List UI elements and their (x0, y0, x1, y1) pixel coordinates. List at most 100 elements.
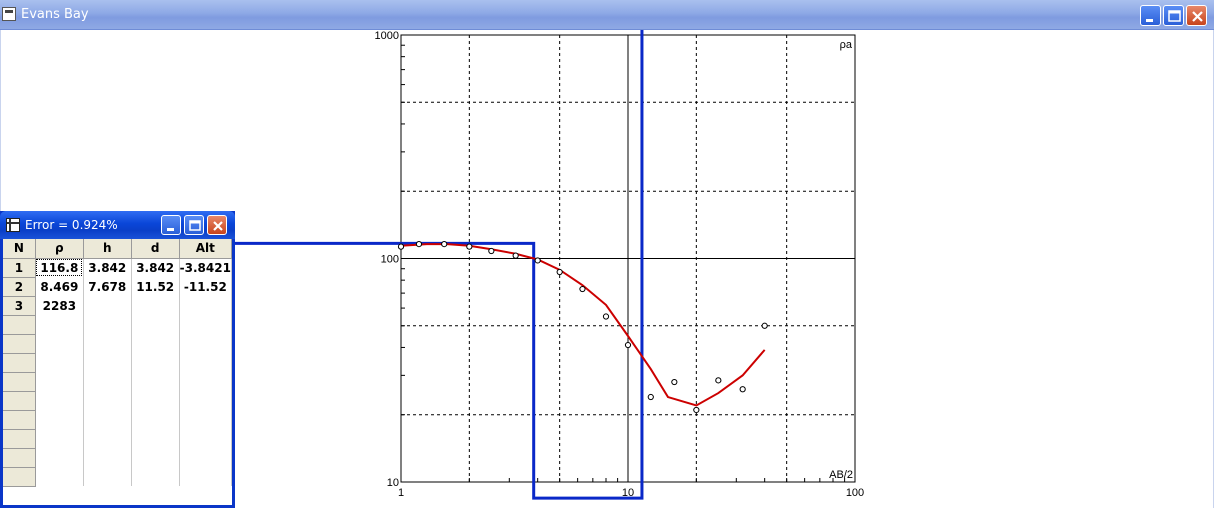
table-cell[interactable] (131, 296, 180, 315)
data-point[interactable] (512, 252, 519, 259)
table-row[interactable]: 2 8.469 7.678 11.52 -11.52 (3, 277, 232, 297)
minimize-button[interactable] (1140, 5, 1161, 26)
row-number-cell[interactable] (3, 410, 36, 430)
table-row[interactable] (3, 410, 232, 430)
data-point[interactable] (624, 341, 632, 349)
table-cell[interactable]: 11.52 (131, 277, 180, 296)
row-number-cell[interactable] (3, 353, 36, 373)
row-number-cell[interactable] (3, 429, 36, 449)
table-cell[interactable]: 2283 (35, 296, 84, 315)
table-cell[interactable] (179, 372, 232, 391)
table-cell[interactable] (131, 391, 180, 410)
table-icon[interactable] (6, 218, 20, 232)
table-cell[interactable] (131, 315, 180, 334)
sub-close-button[interactable] (207, 215, 227, 235)
row-number-cell[interactable] (3, 391, 36, 411)
table-row[interactable] (3, 334, 232, 354)
data-point[interactable] (715, 377, 722, 384)
table-cell[interactable] (83, 467, 132, 486)
table-cell[interactable]: -11.52 (179, 277, 232, 296)
table-cell[interactable] (35, 467, 84, 486)
table-cell[interactable] (35, 353, 84, 372)
maximize-button[interactable] (1163, 5, 1184, 26)
table-row[interactable]: 3 2283 (3, 296, 232, 316)
table-cell[interactable] (83, 448, 132, 467)
table-cell[interactable] (131, 429, 180, 448)
table-row[interactable] (3, 372, 232, 392)
table-cell[interactable] (83, 372, 132, 391)
row-number-cell[interactable]: 1 (3, 258, 36, 278)
close-button[interactable] (1186, 5, 1207, 26)
table-cell[interactable] (83, 353, 132, 372)
table-row[interactable] (3, 448, 232, 468)
table-row[interactable] (3, 353, 232, 373)
data-point[interactable] (647, 393, 654, 401)
data-point[interactable] (602, 313, 610, 320)
table-cell[interactable] (179, 334, 232, 353)
table-cell[interactable]: 8.469 (35, 277, 84, 296)
data-point[interactable] (761, 322, 768, 329)
table-cell[interactable] (83, 410, 132, 429)
app-icon[interactable] (2, 7, 16, 21)
title-bar[interactable]: Evans Bay (0, 0, 1214, 30)
data-point[interactable] (397, 243, 405, 250)
sub-maximize-button[interactable] (184, 215, 204, 235)
data-point[interactable] (693, 406, 700, 414)
table-cell[interactable] (35, 315, 84, 334)
column-header[interactable]: N (3, 239, 36, 259)
sub-minimize-button[interactable] (161, 215, 181, 235)
data-point[interactable] (579, 285, 586, 293)
parameters-title-bar[interactable]: Error = 0.924% (0, 211, 235, 239)
data-point[interactable] (671, 378, 678, 386)
row-number-cell[interactable] (3, 372, 36, 392)
table-cell[interactable] (35, 429, 84, 448)
data-point[interactable] (556, 268, 563, 276)
data-point[interactable] (441, 240, 448, 248)
table-row[interactable] (3, 391, 232, 411)
table-row[interactable] (3, 315, 232, 335)
table-cell[interactable]: 7.678 (83, 277, 132, 296)
table-cell[interactable] (179, 448, 232, 467)
table-cell[interactable]: 116.8 (35, 258, 84, 277)
table-cell[interactable] (179, 353, 232, 372)
row-number-cell[interactable] (3, 448, 36, 468)
table-cell[interactable]: 3.842 (83, 258, 132, 277)
table-cell[interactable] (179, 391, 232, 410)
table-cell[interactable]: 3.842 (131, 258, 180, 277)
table-cell[interactable] (179, 429, 232, 448)
table-cell[interactable]: -3.8421 (179, 258, 232, 277)
row-number-cell[interactable] (3, 467, 36, 487)
table-cell[interactable] (83, 429, 132, 448)
table-cell[interactable] (83, 296, 132, 315)
table-cell[interactable] (179, 315, 232, 334)
table-cell[interactable] (131, 353, 180, 372)
data-point[interactable] (534, 257, 541, 264)
column-header[interactable]: Alt (179, 239, 232, 259)
table-cell[interactable] (83, 334, 132, 353)
table-cell[interactable] (179, 467, 232, 486)
data-point[interactable] (488, 247, 495, 255)
column-header[interactable]: ρ (35, 239, 84, 259)
table-cell[interactable] (35, 372, 84, 391)
data-point[interactable] (739, 386, 746, 393)
row-number-cell[interactable]: 3 (3, 296, 36, 316)
table-row[interactable]: 1 116.8 3.842 3.842 -3.8421 (3, 258, 232, 278)
table-row[interactable] (3, 429, 232, 449)
column-header[interactable]: d (131, 239, 180, 259)
table-cell[interactable] (131, 467, 180, 486)
table-cell[interactable] (35, 410, 84, 429)
table-cell[interactable] (179, 296, 232, 315)
table-cell[interactable] (35, 334, 84, 353)
data-point[interactable] (466, 243, 473, 250)
table-cell[interactable] (131, 410, 180, 429)
table-row[interactable] (3, 467, 232, 487)
table-cell[interactable] (131, 448, 180, 467)
row-number-cell[interactable] (3, 334, 36, 354)
column-header[interactable]: h (83, 239, 132, 259)
table-cell[interactable] (35, 391, 84, 410)
table-cell[interactable] (179, 410, 232, 429)
data-point[interactable] (415, 240, 423, 248)
